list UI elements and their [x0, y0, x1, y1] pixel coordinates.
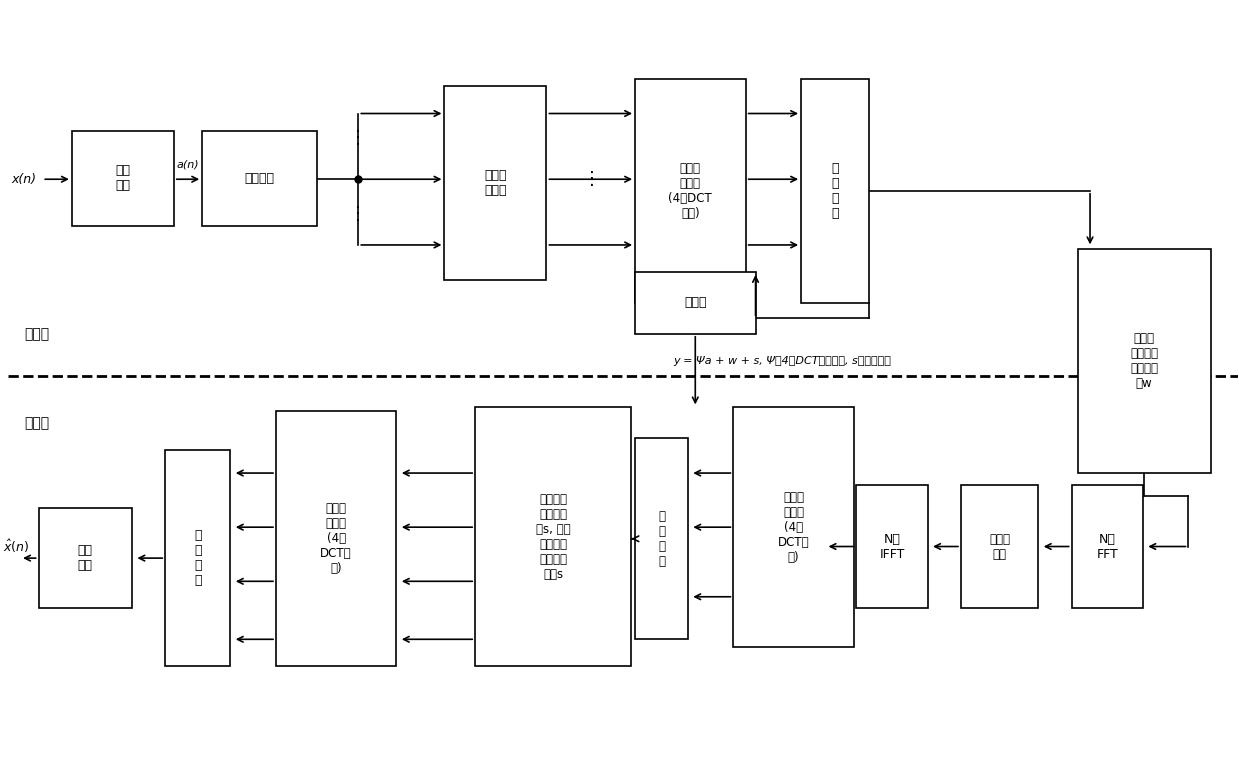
Text: 基带
调制: 基带 调制: [115, 165, 130, 192]
FancyBboxPatch shape: [733, 407, 854, 647]
Text: x(n): x(n): [11, 173, 36, 185]
Text: 分析滤
波器组
(4型
DCT变
换): 分析滤 波器组 (4型 DCT变 换): [321, 502, 352, 575]
Text: 分析滤
波器组
(4型
DCT变
换): 分析滤 波器组 (4型 DCT变 换): [778, 490, 809, 563]
Text: 寄存器: 寄存器: [684, 296, 706, 310]
Text: 接送端: 接送端: [24, 416, 50, 430]
Text: 凸优化算
法模块计
算s, 利用
寄存器存
储的信号
减去s: 凸优化算 法模块计 算s, 利用 寄存器存 储的信号 减去s: [536, 493, 570, 581]
FancyBboxPatch shape: [475, 407, 632, 667]
Text: N点
FFT: N点 FFT: [1097, 532, 1118, 560]
FancyBboxPatch shape: [38, 508, 133, 608]
Text: a(n): a(n): [176, 159, 198, 169]
FancyBboxPatch shape: [165, 450, 230, 667]
Text: 发送端: 发送端: [24, 327, 50, 341]
Text: ⋮: ⋮: [349, 130, 367, 147]
FancyBboxPatch shape: [636, 272, 756, 334]
Text: 基带
解调: 基带 解调: [78, 544, 93, 572]
FancyBboxPatch shape: [961, 485, 1038, 608]
Text: 频域均
衡器: 频域均 衡器: [989, 532, 1010, 560]
FancyBboxPatch shape: [636, 438, 688, 639]
Text: N点
IFFT: N点 IFFT: [880, 532, 904, 560]
FancyBboxPatch shape: [1078, 249, 1211, 473]
FancyBboxPatch shape: [276, 411, 396, 667]
Text: $\hat{x}(n)$: $\hat{x}(n)$: [4, 538, 30, 555]
FancyBboxPatch shape: [1072, 485, 1142, 608]
FancyBboxPatch shape: [445, 86, 546, 280]
Text: 理想信
道，仅有
高斯白噪
声w: 理想信 道，仅有 高斯白噪 声w: [1130, 332, 1158, 390]
Text: y = Ψa + w + s, Ψ为4型DCT变换矩阵, s为时域干扰: y = Ψa + w + s, Ψ为4型DCT变换矩阵, s为时域干扰: [674, 356, 892, 366]
FancyBboxPatch shape: [202, 131, 316, 226]
Text: ⋮: ⋮: [349, 205, 367, 223]
Text: 综合滤
波器组
(4型DCT
变换): 综合滤 波器组 (4型DCT 变换): [669, 162, 712, 220]
Text: 并
串
变
换: 并 串 变 换: [831, 162, 839, 220]
FancyBboxPatch shape: [72, 131, 173, 226]
FancyBboxPatch shape: [802, 78, 869, 303]
FancyBboxPatch shape: [856, 485, 928, 608]
Text: 随机插
入零值: 随机插 入零值: [484, 169, 507, 197]
Text: ⋮: ⋮: [584, 170, 601, 189]
FancyBboxPatch shape: [636, 78, 746, 303]
Text: 并
串
变
换: 并 串 变 换: [658, 510, 665, 568]
Text: 串并变换: 串并变换: [244, 172, 274, 185]
Text: 并
串
变
换: 并 串 变 换: [195, 529, 202, 587]
